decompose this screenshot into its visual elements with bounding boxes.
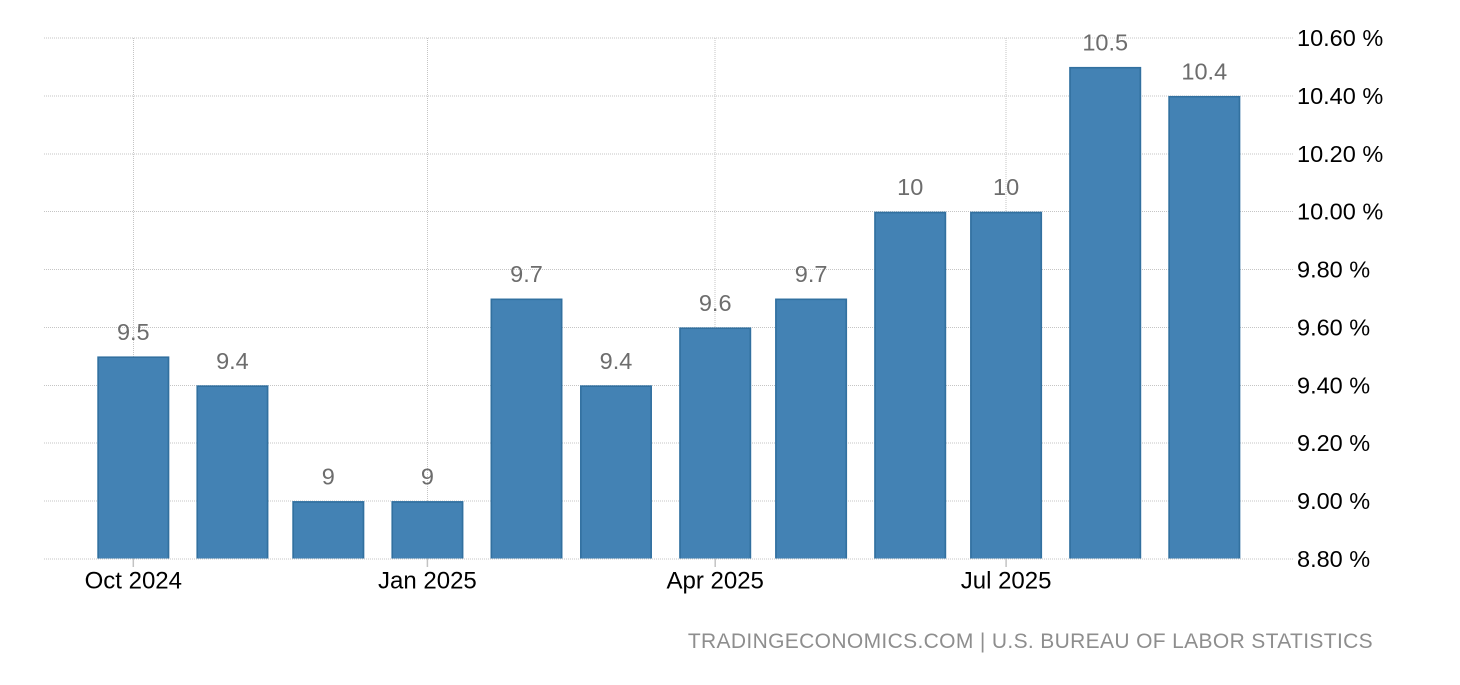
- svg-text:Oct 2024: Oct 2024: [85, 568, 182, 595]
- svg-text:9: 9: [322, 464, 335, 490]
- svg-text:10.4: 10.4: [1181, 58, 1227, 84]
- svg-text:9.7: 9.7: [510, 261, 543, 287]
- svg-text:Jul 2025: Jul 2025: [961, 568, 1052, 595]
- svg-text:9.20 %: 9.20 %: [1297, 430, 1370, 456]
- svg-text:9.6: 9.6: [699, 290, 732, 316]
- svg-text:9: 9: [421, 464, 434, 490]
- svg-text:10: 10: [993, 174, 1019, 200]
- svg-text:10: 10: [897, 174, 923, 200]
- svg-text:TRADINGECONOMICS.COM | U.S. BU: TRADINGECONOMICS.COM | U.S. BUREAU OF LA…: [688, 630, 1373, 653]
- svg-text:9.4: 9.4: [600, 348, 633, 374]
- svg-text:10.5: 10.5: [1082, 29, 1128, 55]
- svg-text:9.4: 9.4: [216, 348, 249, 374]
- svg-text:10.00 %: 10.00 %: [1297, 199, 1383, 225]
- svg-text:10.20 %: 10.20 %: [1297, 141, 1383, 167]
- svg-text:Jan 2025: Jan 2025: [378, 568, 477, 595]
- svg-text:10.60 %: 10.60 %: [1297, 25, 1383, 51]
- svg-text:10.40 %: 10.40 %: [1297, 83, 1383, 109]
- svg-text:9.40 %: 9.40 %: [1297, 372, 1370, 398]
- svg-text:9.00 %: 9.00 %: [1297, 488, 1370, 514]
- svg-text:9.80 %: 9.80 %: [1297, 257, 1370, 283]
- svg-text:9.7: 9.7: [795, 261, 828, 287]
- svg-text:9.5: 9.5: [117, 319, 150, 345]
- svg-text:9.60 %: 9.60 %: [1297, 314, 1370, 340]
- svg-text:8.80 %: 8.80 %: [1297, 546, 1370, 572]
- svg-text:Apr 2025: Apr 2025: [666, 568, 763, 595]
